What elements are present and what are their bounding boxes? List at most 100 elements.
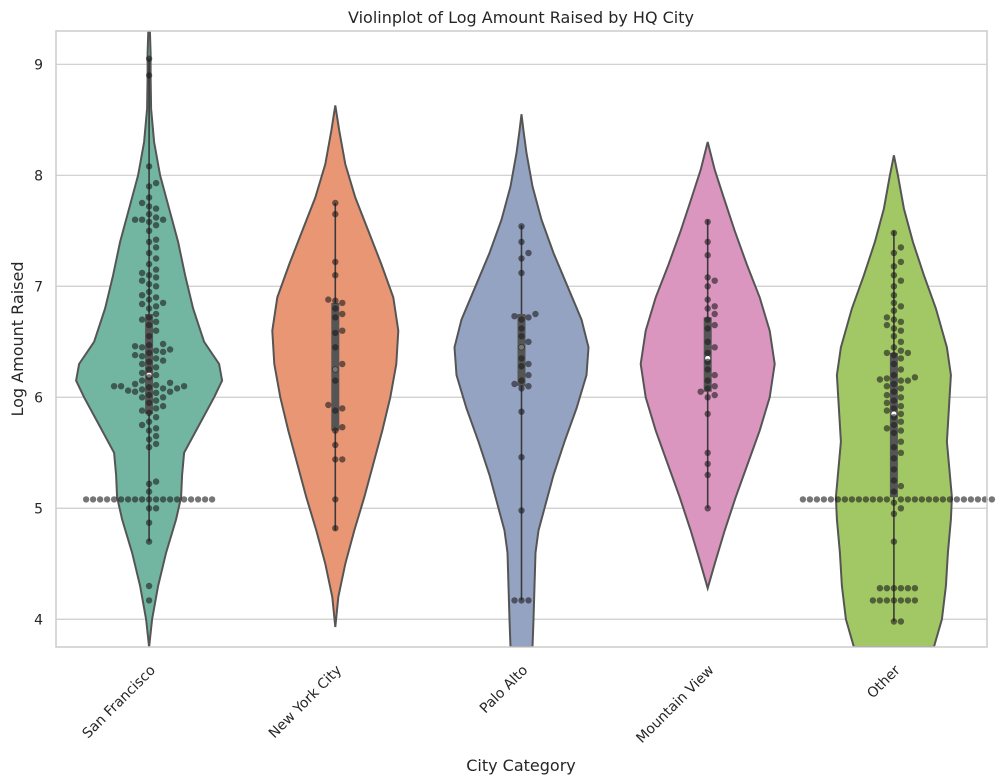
swarm-point (827, 496, 835, 503)
swarm-point (890, 325, 898, 332)
swarm-point (890, 249, 898, 257)
swarm-point (332, 441, 339, 449)
swarm-point (82, 496, 90, 503)
swarm-point (704, 218, 711, 226)
swarm-point (711, 310, 718, 318)
swarm-point (138, 394, 146, 401)
swarm-point (897, 402, 905, 410)
swarm-point (145, 391, 153, 399)
swarm-point (897, 318, 905, 325)
swarm-point (883, 496, 891, 503)
swarm-point (704, 471, 711, 479)
swarm-point (152, 347, 160, 354)
swarm-point (890, 371, 898, 379)
swarm-point (166, 496, 174, 503)
swarm-point (883, 425, 891, 432)
swarm-point (152, 381, 160, 389)
swarm-point (890, 316, 898, 323)
swarm-point (704, 316, 711, 323)
swarm-point (152, 303, 160, 310)
swarm-point (518, 454, 525, 461)
swarm-point (890, 263, 898, 270)
swarm-point (883, 407, 891, 414)
swarm-point (138, 316, 146, 323)
swarm-point (145, 194, 153, 201)
swarm-point (138, 292, 146, 299)
swarm-point (332, 427, 339, 434)
swarm-point (339, 360, 346, 368)
swarm-point (704, 296, 711, 303)
swarm-point (518, 363, 525, 370)
swarm-point (890, 299, 898, 307)
swarm-point (704, 385, 711, 392)
swarm-point (518, 255, 525, 262)
swarm-point (911, 496, 919, 503)
swarm-point (704, 394, 711, 401)
swarm-point (145, 427, 153, 434)
swarm-point (332, 258, 339, 266)
swarm-point (855, 496, 863, 503)
swarm-point (173, 385, 181, 392)
swarm-point (89, 496, 97, 503)
swarm-point (159, 357, 167, 364)
swarm-point (145, 436, 153, 443)
swarm-point (904, 496, 912, 503)
swarm-point (897, 377, 905, 384)
swarm-point (518, 333, 525, 340)
swarm-point (525, 383, 532, 390)
swarm-point (152, 505, 160, 512)
swarm-point (159, 216, 167, 223)
swarm-point (145, 496, 153, 503)
swarm-point (711, 383, 718, 390)
swarm-point (145, 597, 153, 604)
swarm-point (332, 329, 339, 337)
swarm-point (96, 496, 104, 503)
swarm-point (883, 375, 891, 382)
swarm-point (897, 410, 905, 418)
swarm-point (159, 496, 167, 503)
swarm-point (890, 351, 898, 359)
swarm-point (518, 325, 525, 332)
swarm-point (131, 380, 139, 388)
swarm-point (332, 525, 339, 532)
swarm-point (339, 310, 346, 318)
swarm-point (897, 347, 905, 354)
swarm-point (159, 348, 167, 355)
swarm-point (697, 388, 704, 395)
swarm-point (152, 294, 160, 301)
swarm-point (890, 333, 898, 340)
swarm-point (518, 316, 525, 323)
swarm-point (138, 269, 146, 277)
swarm-point (166, 379, 174, 386)
swarm-point (704, 238, 711, 246)
swarm-point (704, 460, 711, 468)
swarm-point (339, 405, 346, 412)
swarm-point (138, 421, 146, 429)
violins (75, 31, 953, 647)
swarm-point (145, 538, 153, 545)
swarm-point (145, 409, 153, 416)
swarm-point (525, 249, 532, 257)
swarm-point (152, 478, 160, 485)
swarm-point (890, 444, 898, 451)
swarm-point (897, 438, 905, 445)
swarm-point (145, 238, 153, 246)
swarm-point (862, 496, 870, 503)
swarm-point (145, 488, 153, 495)
y-tick-label: 5 (34, 501, 43, 517)
swarm-point (138, 386, 146, 393)
swarm-point (152, 266, 160, 273)
swarm-point (145, 163, 153, 170)
swarm-point (145, 418, 153, 425)
swarm-point (145, 314, 153, 321)
swarm-point (145, 305, 153, 312)
swarm-point (124, 387, 132, 394)
swarm-point (988, 496, 996, 503)
swarm-point (325, 296, 332, 303)
swarm-point (890, 585, 898, 592)
swarm-point (876, 585, 884, 592)
swarm-point (890, 405, 898, 412)
swarm-point (518, 597, 525, 604)
swarm-point (152, 255, 160, 262)
swarm-point (152, 397, 160, 404)
